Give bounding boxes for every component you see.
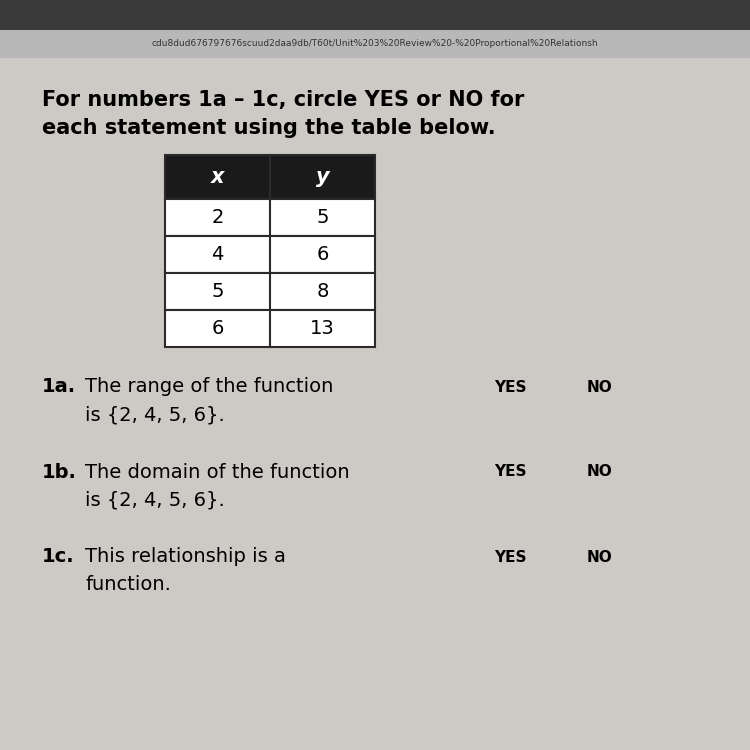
- Text: 1a.: 1a.: [42, 377, 76, 397]
- Bar: [165, 310, 375, 347]
- Text: function.: function.: [85, 575, 171, 595]
- Bar: [0, 30, 750, 58]
- Text: 6: 6: [211, 319, 223, 338]
- Text: YES: YES: [494, 464, 526, 479]
- Text: is {2, 4, 5, 6}.: is {2, 4, 5, 6}.: [85, 406, 225, 424]
- Text: NO: NO: [587, 380, 613, 394]
- Text: x: x: [211, 167, 224, 187]
- Text: 2: 2: [211, 208, 223, 227]
- Text: NO: NO: [587, 550, 613, 565]
- Text: This relationship is a: This relationship is a: [85, 548, 286, 566]
- Text: cdu8dud676797676scuud2daa9db/T60t/Unit%203%20Review%20-%20Proportional%20Relatio: cdu8dud676797676scuud2daa9db/T60t/Unit%2…: [152, 40, 598, 49]
- Text: 1c.: 1c.: [42, 548, 74, 566]
- Text: each statement using the table below.: each statement using the table below.: [42, 118, 496, 138]
- Text: 5: 5: [211, 282, 223, 301]
- Text: 6: 6: [316, 245, 328, 264]
- Text: For numbers 1a – 1c, circle YES or NO for: For numbers 1a – 1c, circle YES or NO fo…: [42, 90, 524, 110]
- Text: 8: 8: [316, 282, 328, 301]
- Text: y: y: [316, 167, 329, 187]
- Text: 5: 5: [316, 208, 328, 227]
- Text: 1b.: 1b.: [42, 463, 76, 482]
- Bar: [0, 0, 750, 30]
- Text: The domain of the function: The domain of the function: [85, 463, 350, 482]
- Bar: [165, 273, 375, 310]
- Text: YES: YES: [494, 380, 526, 394]
- Text: 13: 13: [310, 319, 334, 338]
- Text: NO: NO: [587, 464, 613, 479]
- Bar: [165, 236, 375, 273]
- Bar: [165, 155, 375, 199]
- Bar: [165, 199, 375, 236]
- Text: 4: 4: [211, 245, 223, 264]
- Text: YES: YES: [494, 550, 526, 565]
- Text: is {2, 4, 5, 6}.: is {2, 4, 5, 6}.: [85, 490, 225, 509]
- Text: The range of the function: The range of the function: [85, 377, 333, 397]
